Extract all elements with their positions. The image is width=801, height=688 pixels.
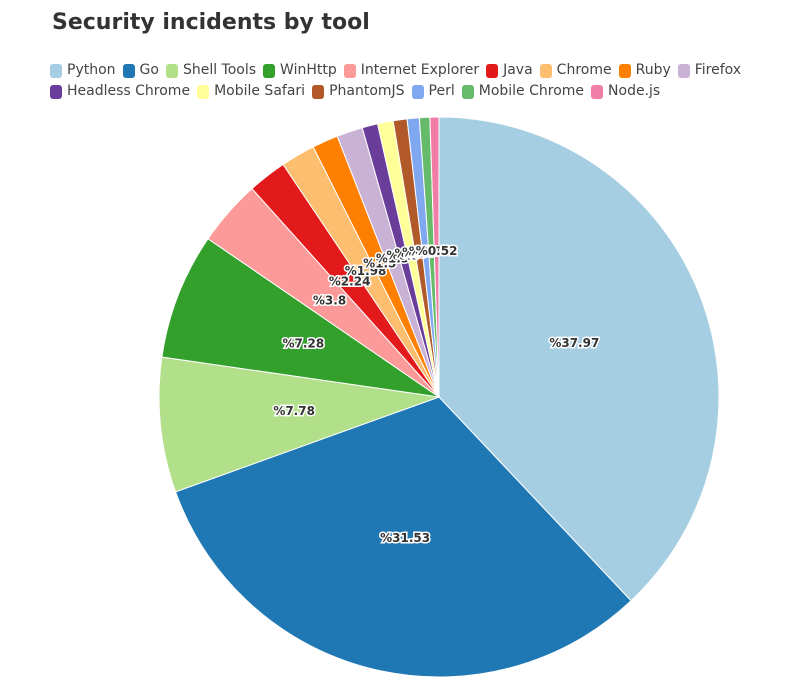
- value-label: %0.7: [409, 245, 442, 259]
- legend-item: Mobile Safari: [197, 81, 305, 102]
- legend-label: Mobile Safari: [214, 83, 306, 99]
- legend-label: Perl: [428, 83, 455, 99]
- value-label: %1.98: [345, 264, 387, 278]
- legend-label: Node.js: [608, 83, 661, 99]
- legend-item: Python: [50, 60, 116, 81]
- legend-label: WinHttp: [280, 62, 337, 78]
- legend-item: WinHttp: [263, 60, 337, 81]
- legend-swatch: [50, 63, 62, 78]
- legend-label: PhantomJS: [329, 83, 405, 99]
- legend-item: Headless Chrome: [50, 81, 190, 102]
- legend-label: Python: [67, 62, 116, 78]
- legend-swatch: [197, 84, 210, 99]
- value-label: %0.8: [402, 245, 435, 259]
- value-label: %1.5: [363, 257, 396, 271]
- pie-slice: [161, 238, 440, 398]
- legend-label: Go: [139, 62, 159, 78]
- chart-title: Security incidents by tool: [52, 10, 370, 35]
- legend-item: Mobile Chrome: [461, 81, 585, 102]
- legend-item: Firefox: [677, 60, 742, 81]
- legend-item: Node.js: [591, 81, 660, 102]
- legend-swatch: [677, 63, 690, 78]
- legend-item: Go: [122, 60, 159, 81]
- legend-swatch: [461, 84, 474, 99]
- legend-swatch: [122, 63, 135, 78]
- value-label: %3.8: [313, 293, 346, 307]
- legend-label: Mobile Chrome: [478, 83, 585, 99]
- pie-slice: [174, 396, 632, 678]
- legend-swatch: [343, 63, 356, 78]
- legend-label: Ruby: [635, 62, 671, 78]
- value-label: %31.53: [380, 531, 430, 545]
- legend-label: Firefox: [694, 62, 742, 78]
- pie-slice: [429, 116, 440, 398]
- legend-swatch: [411, 84, 424, 99]
- legend-item: Chrome: [539, 60, 612, 81]
- legend: Python Go Shell Tools WinHttp Internet Explo…: [50, 60, 790, 102]
- legend-swatch: [618, 63, 631, 78]
- legend-item: Shell Tools: [165, 60, 257, 81]
- legend-item: Java: [486, 60, 533, 81]
- legend-item: Ruby: [618, 60, 671, 81]
- pie-slice: [438, 116, 720, 602]
- legend-swatch: [486, 63, 499, 78]
- legend-swatch: [312, 84, 325, 99]
- legend-label: Headless Chrome: [67, 83, 191, 99]
- legend-label: Java: [503, 62, 533, 78]
- value-label: %0.9: [394, 247, 427, 261]
- value-label: %37.97: [549, 336, 599, 350]
- legend-swatch: [165, 63, 178, 78]
- value-label: %1.5: [376, 252, 409, 266]
- legend-item: Internet Explorer: [343, 60, 480, 81]
- pie-slice: [158, 356, 440, 493]
- value-label: %0.52: [416, 244, 458, 258]
- value-label: %7.28: [283, 337, 325, 351]
- value-label: %7.78: [273, 404, 315, 418]
- legend-swatch: [591, 84, 604, 99]
- legend-label: Chrome: [556, 62, 612, 78]
- legend-label: Internet Explorer: [360, 62, 480, 78]
- value-label: %2.24: [329, 275, 371, 289]
- legend-swatch: [263, 63, 276, 78]
- legend-swatch: [539, 63, 552, 78]
- legend-item: Perl: [411, 81, 455, 102]
- value-label: %0.6: [415, 244, 448, 258]
- legend-item: PhantomJS: [312, 81, 405, 102]
- legend-swatch: [50, 84, 62, 99]
- value-label: %0.9: [386, 248, 419, 262]
- legend-label: Shell Tools: [182, 62, 257, 78]
